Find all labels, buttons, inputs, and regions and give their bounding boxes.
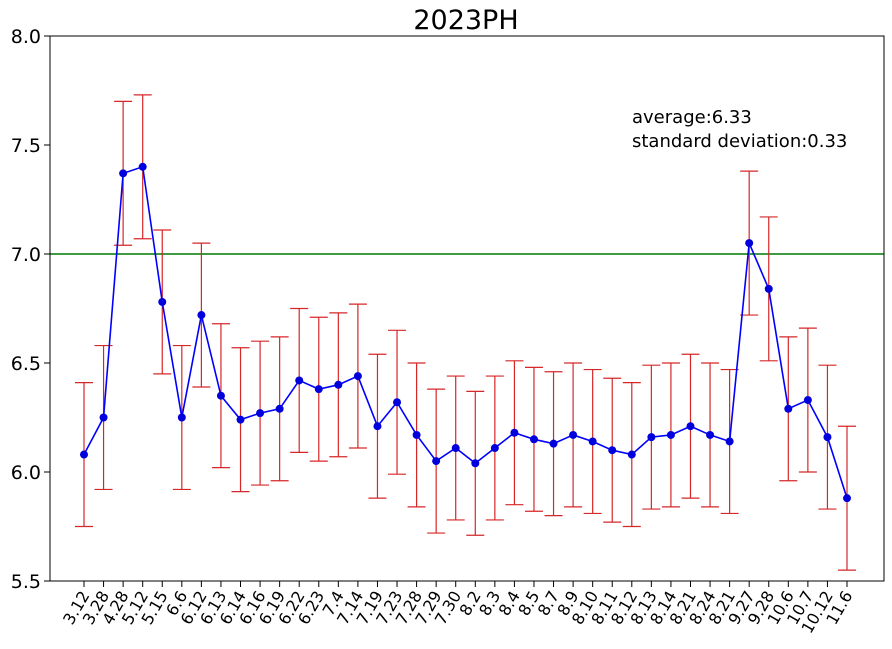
data-point [373,422,382,431]
data-point [80,450,88,459]
y-tick-label: 6.5 [11,353,41,375]
data-point [451,444,460,453]
data-point [608,446,617,455]
data-point [256,409,265,418]
annotation-std: standard deviation:0.33 [632,131,847,152]
data-point [158,297,167,306]
data-point [99,413,108,422]
data-point [529,435,538,444]
data-point [138,162,147,171]
y-tick-label: 7.5 [11,135,41,157]
data-point [471,459,480,468]
data-point [686,422,695,431]
data-point [295,376,304,385]
data-point [393,398,402,407]
data-point [314,385,323,394]
data-point [706,430,715,439]
y-tick-label: 6.0 [11,462,41,484]
data-point [197,311,206,320]
y-tick-label: 7.0 [11,244,41,266]
data-point [490,444,499,453]
data-point [353,372,362,381]
data-point [803,396,812,405]
y-tick-label: 5.5 [11,571,41,593]
data-point [784,404,793,413]
annotation-average: average:6.33 [632,107,752,128]
data-point [647,433,656,442]
y-axis: 5.5 6.0 6.5 7.0 7.5 8.0 [11,26,50,593]
chart-title: 2023PH [413,5,518,36]
data-point [725,437,734,446]
series-line [83,165,848,499]
data-point [216,391,225,400]
annotations: average:6.33 standard deviation:0.33 [632,107,847,152]
data-series [80,162,851,503]
data-point [843,494,851,503]
data-point [432,457,441,466]
data-point [236,415,245,424]
data-point [510,428,519,437]
x-axis: 3.123.284.285.125.156.66.126.136.146.166… [59,581,856,637]
data-point [764,284,773,293]
data-point [177,413,186,422]
data-point [666,430,675,439]
data-point [627,450,636,459]
data-point [334,380,343,389]
y-tick-label: 8.0 [11,26,41,48]
data-point [412,430,421,439]
data-point [745,239,754,248]
data-point [823,433,832,442]
data-point [549,439,558,448]
data-point [569,430,578,439]
data-point [119,169,128,178]
data-point [275,404,284,413]
error-bars [75,94,856,571]
data-point [588,437,597,446]
plot-frame [49,35,885,582]
